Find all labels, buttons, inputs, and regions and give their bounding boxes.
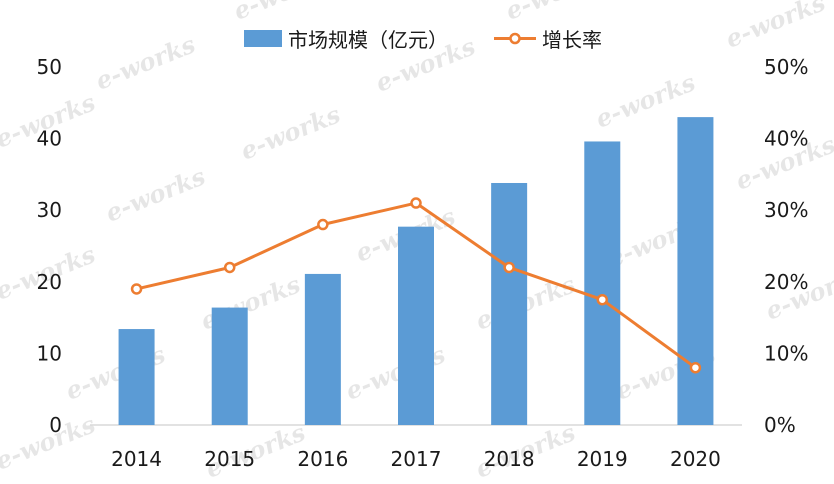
growth-rate-point-2014 [130,283,143,295]
legend-swatch-market-size [244,30,282,47]
x-tick-label: 2016 [297,447,348,471]
bar-2020 [677,117,714,426]
right-tick-label: 30% [764,198,808,222]
legend: 市场规模（亿元） 增长率 [244,28,602,52]
bar-2014 [118,329,155,425]
bar-2019 [584,141,621,426]
right-tick-label: 0% [764,413,796,437]
left-tick-label: 20 [37,270,62,294]
right-tick-label: 10% [764,341,808,365]
right-tick-label: 20% [764,270,808,294]
x-tick-label: 2019 [577,447,628,471]
left-tick-label: 50 [37,55,62,79]
bar-2018 [491,182,528,425]
right-tick-label: 40% [764,127,808,151]
left-axis-ticks: 0 10 20 30 40 50 [37,55,62,437]
watermark-text: e-works [101,161,209,227]
x-tick-label: 2014 [111,447,162,471]
right-axis-ticks: 0% 10% 20% 30% 40% 50% [764,55,808,437]
left-tick-label: 0 [49,413,62,437]
bar-2016 [304,273,341,425]
watermark-text: e-works [721,0,829,54]
x-tick-label: 2015 [204,447,255,471]
watermark-text: e-works [91,29,199,95]
left-tick-label: 10 [37,341,62,365]
growth-rate-series [130,197,702,374]
watermark-text: e-works [229,0,337,26]
x-tick-label: 2020 [670,447,721,471]
left-tick-label: 40 [37,127,62,151]
growth-rate-point-2019 [596,293,609,306]
watermark-text: e-works [236,99,344,165]
growth-rate-point-2017 [410,197,422,209]
bar-2015 [211,307,248,425]
watermark-text: e-works [501,0,609,26]
x-tick-label: 2017 [391,447,442,471]
growth-rate-point-2015 [223,261,236,274]
growth-rate-point-2020 [689,361,702,374]
bar-2017 [398,226,434,425]
right-tick-label: 50% [764,55,808,79]
growth-rate-point-2016 [317,218,329,231]
x-axis-ticks: 2014 2015 2016 2017 2018 2019 2020 [111,447,721,471]
left-tick-label: 30 [37,198,62,222]
x-tick-label: 2018 [484,447,535,471]
legend-swatch-growth-marker [509,32,521,45]
bar-series [118,117,714,426]
legend-label-growth-rate: 增长率 [542,28,602,52]
growth-rate-point-2018 [503,261,515,274]
legend-label-market-size: 市场规模（亿元） [288,28,448,52]
